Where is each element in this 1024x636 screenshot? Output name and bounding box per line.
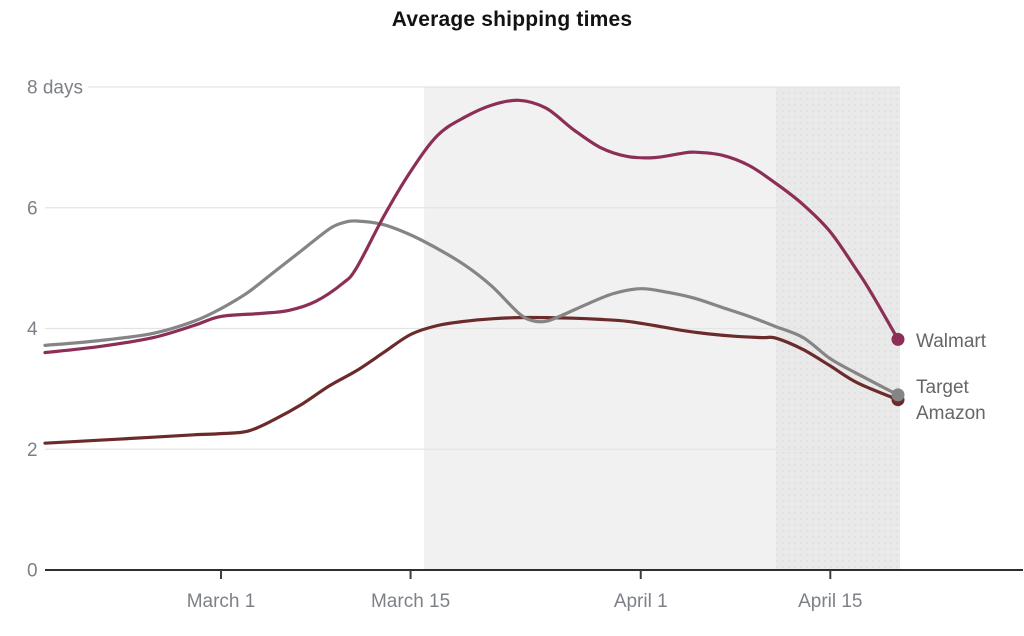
x-axis-label: April 1 <box>614 591 668 612</box>
legend-label-target: Target <box>916 377 969 398</box>
series-lines-layer <box>43 98 900 445</box>
axes-layer: 0 2 4 6 8 days March 1 March 15 April 1 April 15 <box>27 78 1023 612</box>
walmart-endpoint-dot <box>891 332 905 346</box>
endpoint-dots-layer <box>891 332 905 407</box>
y-axis-label-0: 0 <box>27 561 38 582</box>
chart-title: Average shipping times <box>391 8 633 31</box>
target-endpoint-dot <box>891 388 905 402</box>
y-axis-label-8: 8 days <box>27 78 83 99</box>
y-axis-label-4: 4 <box>27 319 38 340</box>
x-axis-label: April 15 <box>798 591 862 612</box>
target-line <box>43 219 900 397</box>
amazon-line <box>43 315 900 445</box>
legend-label-walmart: Walmart <box>916 331 987 352</box>
x-axis-label: March 1 <box>187 591 256 612</box>
legend-label-amazon: Amazon <box>916 403 986 424</box>
y-axis-label-6: 6 <box>27 198 38 219</box>
walmart-line <box>43 98 900 355</box>
y-axis-label-2: 2 <box>27 440 38 461</box>
x-axis-label: March 15 <box>371 591 450 612</box>
